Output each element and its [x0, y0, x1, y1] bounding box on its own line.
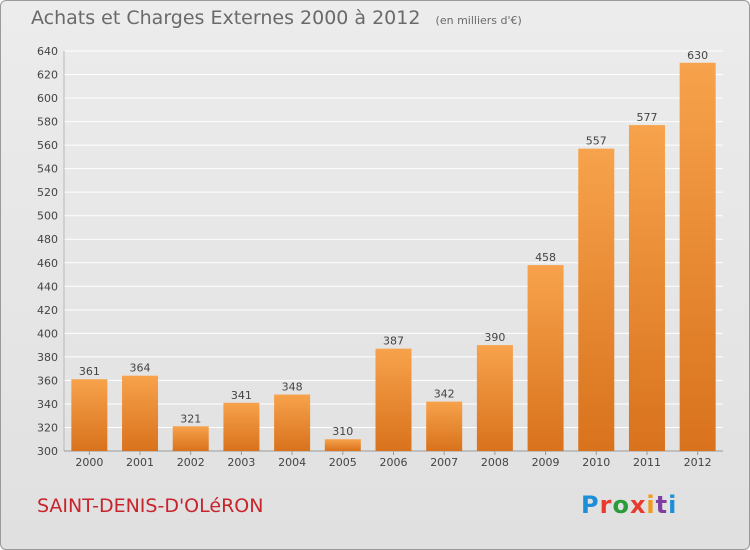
bar	[223, 402, 260, 451]
y-tick-label: 380	[37, 351, 58, 364]
x-tick-label: 2011	[633, 456, 661, 469]
x-tick-label: 2007	[430, 456, 458, 469]
data-label: 342	[434, 388, 455, 401]
proxiti-logo: Proxiti	[581, 491, 677, 519]
y-tick-label: 540	[37, 163, 58, 176]
y-tick-label: 620	[37, 69, 58, 82]
logo-letter: t	[655, 491, 669, 519]
y-tick-label: 500	[37, 210, 58, 223]
logo-letter: o	[612, 491, 630, 519]
bar	[476, 345, 513, 451]
bar	[426, 401, 463, 451]
bar	[375, 348, 412, 451]
axes: 300 320 340 360 380 400 420 440 460 480 500 520 540 5…	[37, 45, 723, 469]
y-tick-label: 480	[37, 233, 58, 246]
chart-title-row: Achats et Charges Externes 2000 à 2012 (…	[31, 7, 522, 29]
x-tick-label: 2004	[278, 456, 306, 469]
y-tick-label: 440	[37, 280, 58, 293]
y-tick-label: 360	[37, 374, 58, 387]
bar	[324, 439, 361, 451]
x-tick-label: 2002	[177, 456, 205, 469]
commune-name: SAINT-DENIS-D'OLéRON	[37, 495, 264, 517]
data-label: 348	[282, 381, 303, 394]
data-labels: 361 364 321 341 348 310 387 342 390 458 557 577 630	[79, 49, 708, 438]
data-label: 557	[586, 135, 607, 148]
logo-letter: P	[581, 491, 600, 519]
x-tick-label: 2003	[227, 456, 255, 469]
bar	[628, 125, 665, 451]
logo-letter: i	[646, 491, 656, 519]
data-label: 310	[332, 425, 353, 438]
y-tick-label: 300	[37, 445, 58, 458]
x-tick-label: 2010	[582, 456, 610, 469]
bar	[527, 265, 564, 451]
bar	[274, 394, 311, 451]
x-tick-label: 2009	[532, 456, 560, 469]
data-label: 390	[484, 331, 505, 344]
data-label: 577	[636, 111, 657, 124]
y-tick-label: 600	[37, 92, 58, 105]
data-label: 458	[535, 251, 556, 264]
x-tick-label: 2000	[75, 456, 103, 469]
bar	[679, 62, 716, 451]
bars	[71, 62, 716, 451]
x-tick-label: 2006	[380, 456, 408, 469]
data-label: 361	[79, 365, 100, 378]
x-tick-label: 2001	[126, 456, 154, 469]
bar	[71, 379, 108, 451]
x-tick-label: 2012	[684, 456, 712, 469]
data-label: 364	[130, 362, 151, 375]
logo-letter: x	[629, 491, 647, 519]
data-label: 341	[231, 389, 252, 402]
x-tick-label: 2005	[329, 456, 357, 469]
y-tick-label: 640	[37, 45, 58, 58]
y-tick-label: 460	[37, 257, 58, 270]
data-label: 321	[180, 412, 201, 425]
y-tick-label: 340	[37, 398, 58, 411]
bar	[578, 148, 615, 451]
chart-title: Achats et Charges Externes 2000 à 2012	[31, 7, 421, 29]
data-label: 387	[383, 335, 404, 348]
y-tick-label: 400	[37, 327, 58, 340]
logo-letter: i	[668, 491, 678, 519]
bar	[122, 375, 159, 451]
y-tick-label: 520	[37, 186, 58, 199]
y-tick-label: 560	[37, 139, 58, 152]
bar	[172, 426, 209, 451]
x-tick-label: 2008	[481, 456, 509, 469]
logo-letter: r	[599, 491, 613, 519]
chart-unit: (en milliers d'€)	[435, 14, 522, 27]
y-tick-label: 320	[37, 421, 58, 434]
y-tick-label: 420	[37, 304, 58, 317]
data-label: 630	[687, 49, 708, 62]
y-tick-label: 580	[37, 116, 58, 129]
